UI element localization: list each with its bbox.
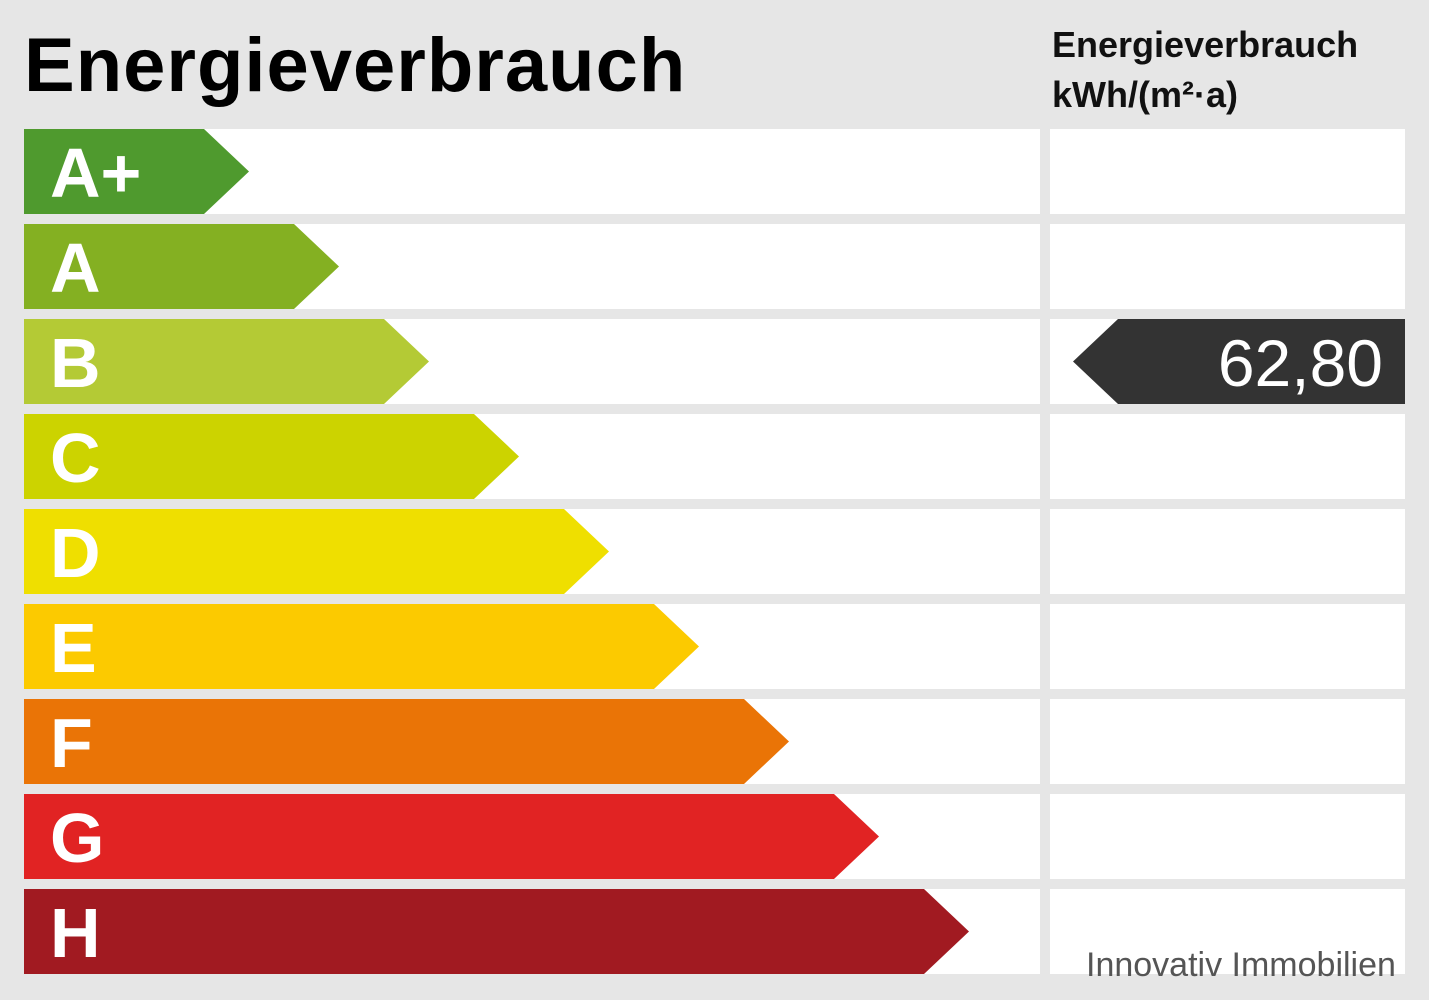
energy-class-label: G [50, 799, 105, 877]
column-header-line1: Energieverbrauch [1052, 24, 1359, 65]
column-header: Energieverbrauch kWh/(m²·a) [1052, 20, 1358, 120]
energy-class-row: A+ [24, 129, 1040, 214]
page-title: Energieverbrauch [24, 23, 687, 108]
value-cell [1050, 604, 1405, 689]
energy-class-arrow: A+ [24, 129, 249, 214]
energy-class-label: B [50, 324, 101, 402]
energy-class-label: A+ [50, 134, 142, 212]
energy-class-arrow: B [24, 319, 429, 404]
energy-value: 62,80 [1217, 326, 1383, 400]
energy-class-row: D [24, 509, 1040, 594]
energy-class-arrow: H [24, 889, 969, 974]
energy-class-row: G [24, 794, 1040, 879]
energy-class-arrow: A [24, 224, 339, 309]
value-indicator: 62,80 [1073, 319, 1405, 404]
energy-class-label: H [50, 894, 101, 972]
energy-class-row: B [24, 319, 1040, 404]
value-cell [1050, 414, 1405, 499]
energy-class-arrow: F [24, 699, 789, 784]
energy-class-row: C [24, 414, 1040, 499]
energy-class-label: A [50, 229, 101, 307]
energy-class-label: E [50, 609, 97, 687]
energy-class-label: D [50, 514, 101, 592]
value-cell [1050, 889, 1405, 974]
energy-class-arrow: D [24, 509, 609, 594]
column-header-unit: kWh/(m²·a) [1052, 74, 1238, 115]
value-cell [1050, 794, 1405, 879]
value-cell [1050, 129, 1405, 214]
energy-class-row: H [24, 889, 1040, 974]
value-cell [1050, 509, 1405, 594]
energy-class-label: F [50, 704, 93, 782]
watermark: Innovativ Immobilien [1086, 946, 1396, 984]
energy-class-row: A [24, 224, 1040, 309]
value-cell [1050, 224, 1405, 309]
energy-class-arrow: C [24, 414, 519, 499]
energy-class-arrow: G [24, 794, 879, 879]
energy-class-arrow: E [24, 604, 699, 689]
energy-class-label: C [50, 419, 101, 497]
energy-class-row: F [24, 699, 1040, 784]
energy-class-row: E [24, 604, 1040, 689]
value-cell [1050, 699, 1405, 784]
